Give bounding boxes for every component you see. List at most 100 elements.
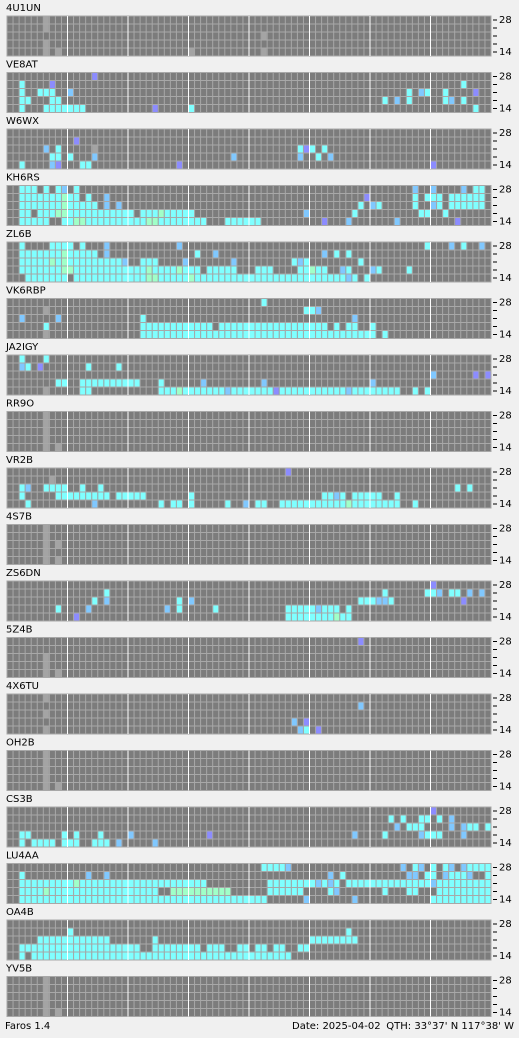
cell <box>98 944 104 952</box>
cell <box>352 936 358 944</box>
cell <box>437 888 443 895</box>
cell <box>352 896 358 903</box>
cell <box>176 387 182 395</box>
cell <box>61 274 67 282</box>
axis-bottom: 14 <box>499 838 512 849</box>
cell <box>37 880 43 887</box>
cell <box>128 266 134 274</box>
cell <box>431 896 437 903</box>
cell <box>182 266 188 274</box>
cell <box>68 89 74 96</box>
cell <box>334 500 340 508</box>
cell <box>255 896 261 903</box>
cell <box>406 89 412 96</box>
cell <box>152 266 158 274</box>
cell <box>352 274 358 282</box>
cell <box>261 266 267 274</box>
cell <box>213 944 219 952</box>
cell <box>291 605 297 613</box>
cell <box>92 258 98 266</box>
cell <box>19 315 25 322</box>
cell <box>19 242 25 250</box>
cell <box>364 597 370 605</box>
cell <box>19 202 25 209</box>
cell <box>189 880 195 887</box>
cell <box>55 880 61 887</box>
cell <box>467 202 473 209</box>
cell <box>340 936 346 944</box>
cell <box>297 605 303 613</box>
cell <box>231 896 237 903</box>
cell <box>267 880 273 887</box>
cell <box>195 896 201 903</box>
cell <box>43 1001 49 1008</box>
cell <box>412 823 418 831</box>
beacon-label: KH6RS <box>6 173 40 184</box>
cell <box>164 331 170 338</box>
cell <box>279 888 285 895</box>
cell <box>237 323 243 330</box>
cell <box>25 484 31 492</box>
cell <box>364 194 370 201</box>
cell <box>92 274 98 282</box>
cell <box>68 242 74 250</box>
cell <box>412 500 418 508</box>
cell <box>213 266 219 274</box>
cell <box>25 888 31 895</box>
cell <box>207 323 213 330</box>
cell <box>49 105 55 112</box>
axis-bottom: 14 <box>499 273 512 284</box>
cell <box>455 202 461 209</box>
cell <box>219 331 225 338</box>
cell <box>68 896 74 903</box>
cell <box>279 274 285 282</box>
cell <box>80 218 86 225</box>
cell <box>170 896 176 903</box>
cell <box>31 839 37 847</box>
cell <box>25 274 31 282</box>
cell <box>285 613 291 621</box>
cell <box>152 839 158 847</box>
cell <box>261 323 267 330</box>
cell <box>334 936 340 944</box>
cell <box>80 105 86 112</box>
cell <box>231 218 237 225</box>
cell <box>43 694 49 702</box>
cell <box>388 815 394 823</box>
cell <box>424 387 430 395</box>
cell <box>61 831 67 839</box>
cell <box>80 492 86 500</box>
cell <box>461 896 467 903</box>
cell <box>86 936 92 944</box>
cell <box>158 331 164 338</box>
cell <box>261 952 267 960</box>
cell <box>55 145 61 153</box>
axis-top: 28 <box>499 693 512 704</box>
cell <box>382 597 388 605</box>
cell <box>201 379 207 387</box>
cell <box>43 16 49 24</box>
cell <box>340 274 346 282</box>
cell <box>201 323 207 330</box>
cell <box>291 718 297 726</box>
cell <box>261 299 267 306</box>
cell <box>352 210 358 217</box>
beacon-label: CS3B <box>6 794 33 805</box>
cell <box>80 242 86 250</box>
cell <box>55 97 61 104</box>
cell <box>237 331 243 338</box>
cell <box>189 597 195 605</box>
cell <box>364 387 370 395</box>
cell <box>104 952 110 960</box>
cell <box>140 888 146 895</box>
cell <box>170 274 176 282</box>
cell <box>116 952 122 960</box>
cell <box>328 500 334 508</box>
axis-bottom: 14 <box>499 725 512 736</box>
cell <box>449 202 455 209</box>
cell <box>346 218 352 225</box>
cell <box>285 274 291 282</box>
cell <box>249 331 255 338</box>
cell <box>297 274 303 282</box>
cell <box>201 331 207 338</box>
